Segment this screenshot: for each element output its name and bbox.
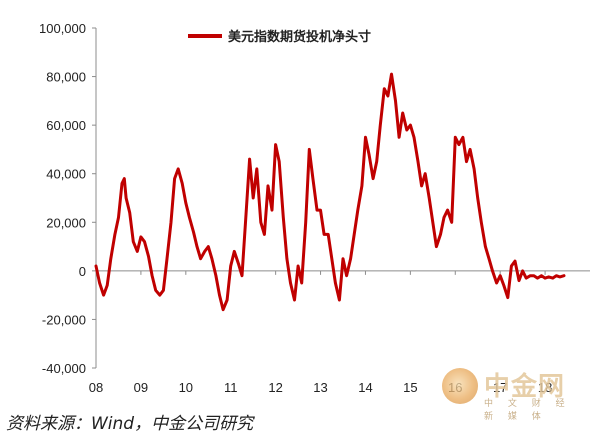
x-tick-label: 12	[268, 380, 282, 395]
y-tick-label: 100,000	[39, 21, 86, 36]
x-tick-label: 17	[493, 380, 507, 395]
x-tick-label: 08	[89, 380, 103, 395]
watermark-main: 中金网	[484, 372, 566, 402]
y-tick-label: -40,000	[42, 361, 86, 376]
legend-label: 美元指数期货投机净头寸	[228, 29, 371, 45]
x-tick-label: 11	[224, 380, 238, 395]
x-tick-label: 18	[538, 380, 552, 395]
watermark-sub: 中 文 财 经 新 媒 体	[484, 399, 571, 422]
watermark: 中金网 中 文 财 经 新 媒 体	[442, 368, 592, 422]
source-text: 资料来源：Wind，中金公司研究	[6, 414, 254, 434]
y-tick-label: 20,000	[46, 215, 86, 230]
y-tick-label: 60,000	[46, 118, 86, 133]
series-group	[94, 72, 566, 312]
x-tick-label: 13	[313, 380, 327, 395]
x-tick-label: 09	[134, 380, 148, 395]
chart: 100,000 80,000 60,000 40,000 20,000 0 -20,000 -…	[39, 21, 590, 395]
chart-axes	[95, 28, 590, 368]
x-tick-labels: 0809101112131415161718	[89, 270, 552, 395]
y-tick-label: 40,000	[46, 167, 86, 182]
series-line	[94, 72, 566, 312]
x-tick-label: 15	[403, 380, 417, 395]
x-tick-label: 14	[358, 380, 372, 395]
watermark-logo-icon	[442, 368, 478, 404]
y-tick-label: 0	[79, 264, 86, 279]
y-tick-labels: 100,000 80,000 60,000 40,000 20,000 0 -20,000 -…	[39, 21, 96, 376]
y-tick-label: -20,000	[42, 312, 86, 327]
y-tick-label: 80,000	[46, 70, 86, 85]
legend: 美元指数期货投机净头寸	[188, 29, 371, 45]
x-tick-label: 10	[179, 380, 193, 395]
